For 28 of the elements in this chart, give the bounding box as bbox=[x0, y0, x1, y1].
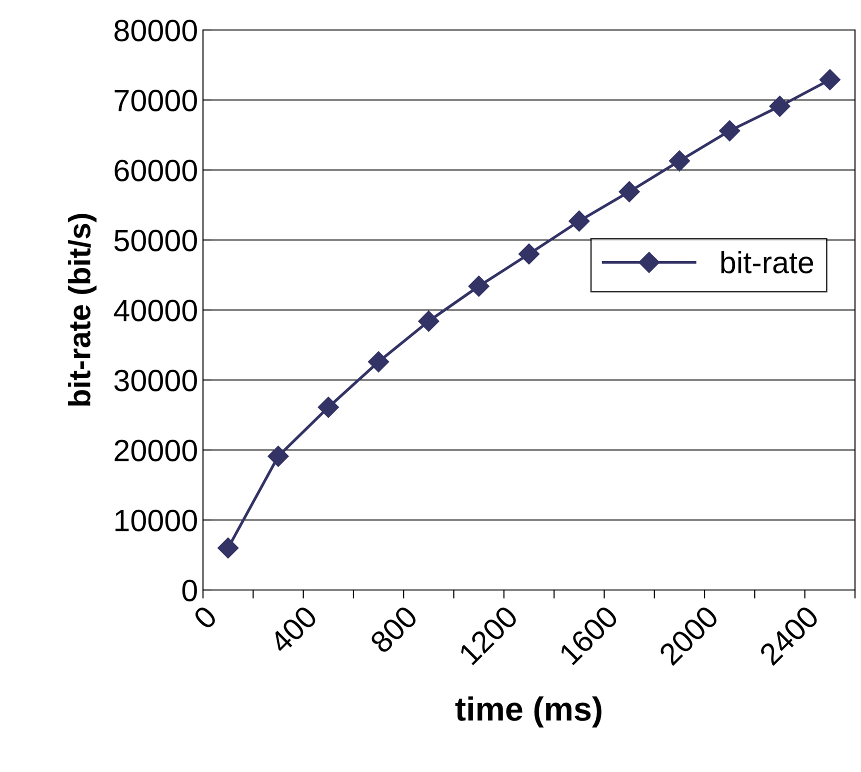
y-tick-label: 30000 bbox=[114, 370, 197, 392]
point bbox=[318, 396, 339, 418]
point bbox=[518, 243, 540, 265]
point bbox=[368, 351, 390, 372]
y-axis-title: bit-rate (bit/s) bbox=[68, 214, 97, 406]
x-axis-title: time (ms) bbox=[455, 696, 602, 728]
point bbox=[668, 150, 690, 172]
point bbox=[769, 96, 790, 117]
x-tick-label: 800 bbox=[369, 604, 419, 654]
legend-label: bit-rate bbox=[721, 250, 814, 274]
point bbox=[618, 181, 640, 202]
point bbox=[719, 120, 740, 142]
y-tick-label: 50000 bbox=[114, 230, 197, 252]
point bbox=[568, 210, 590, 232]
point bbox=[468, 276, 490, 297]
point bbox=[418, 310, 440, 332]
y-tick-label: 80000 bbox=[114, 20, 197, 42]
y-tick-label: 20000 bbox=[114, 440, 197, 462]
point bbox=[218, 537, 239, 559]
point bbox=[268, 446, 289, 467]
y-tick-label: 70000 bbox=[114, 90, 197, 112]
x-tick-label: 400 bbox=[268, 604, 318, 655]
y-tick-label: 0 bbox=[182, 580, 197, 602]
x-tick-label: 0 bbox=[192, 604, 218, 630]
y-tick-label: 60000 bbox=[114, 160, 197, 182]
y-tick-label: 40000 bbox=[114, 300, 197, 322]
y-tick-label: 10000 bbox=[116, 510, 197, 532]
point bbox=[819, 69, 840, 90]
